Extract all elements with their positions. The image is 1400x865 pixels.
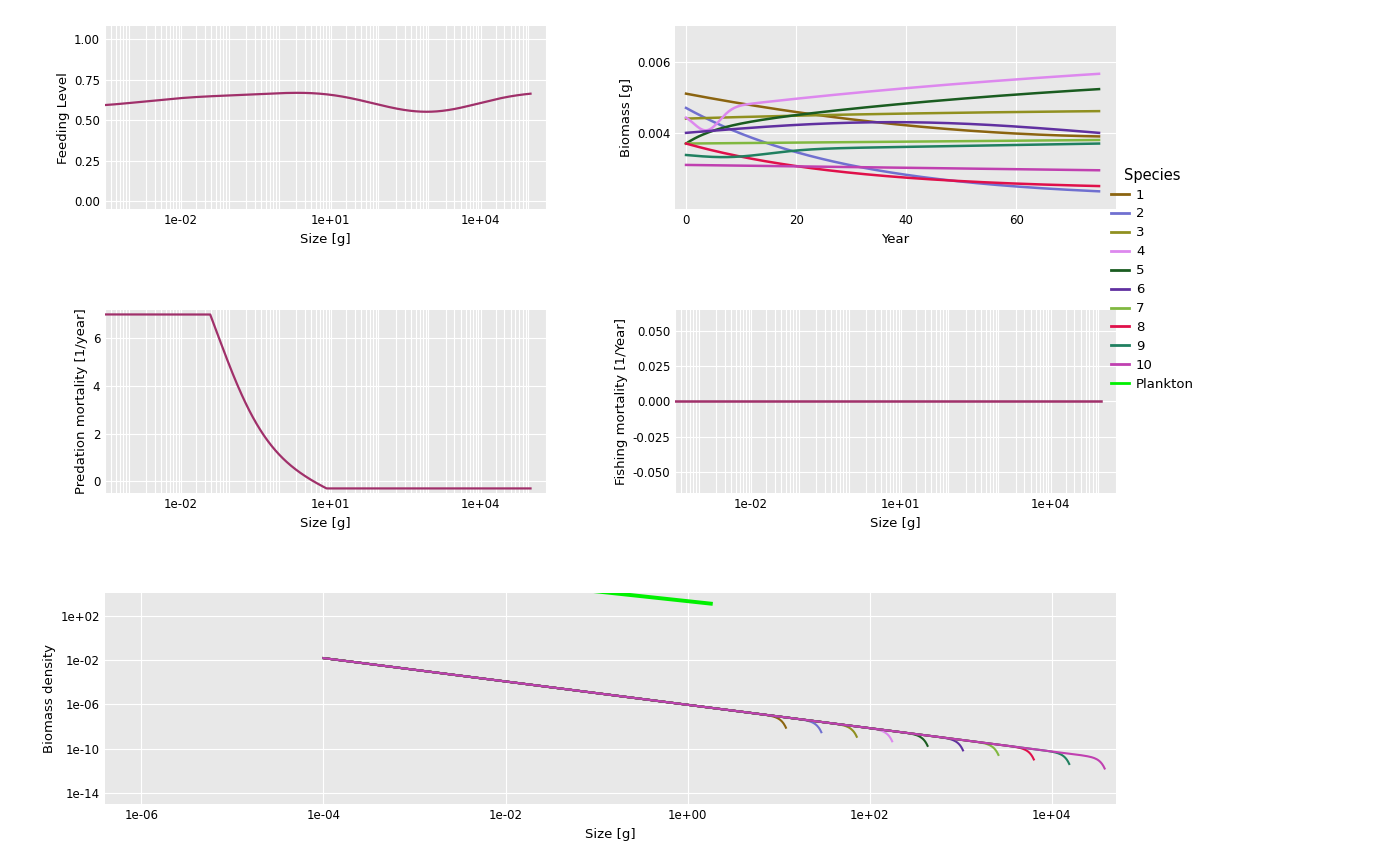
Y-axis label: Fishing mortality [1/Year]: Fishing mortality [1/Year] — [615, 318, 629, 485]
Y-axis label: Predation mortality [1/year]: Predation mortality [1/year] — [76, 309, 88, 494]
X-axis label: Size [g]: Size [g] — [300, 233, 350, 246]
Legend: 1, 2, 3, 4, 5, 6, 7, 8, 9, 10, Plankton: 1, 2, 3, 4, 5, 6, 7, 8, 9, 10, Plankton — [1106, 163, 1200, 396]
Y-axis label: Biomass density: Biomass density — [43, 644, 56, 753]
Y-axis label: Biomass [g]: Biomass [g] — [620, 78, 633, 157]
X-axis label: Year: Year — [881, 233, 910, 246]
X-axis label: Size [g]: Size [g] — [585, 828, 636, 841]
X-axis label: Size [g]: Size [g] — [869, 516, 921, 529]
Y-axis label: Feeding Level: Feeding Level — [57, 72, 70, 163]
X-axis label: Size [g]: Size [g] — [300, 516, 350, 529]
